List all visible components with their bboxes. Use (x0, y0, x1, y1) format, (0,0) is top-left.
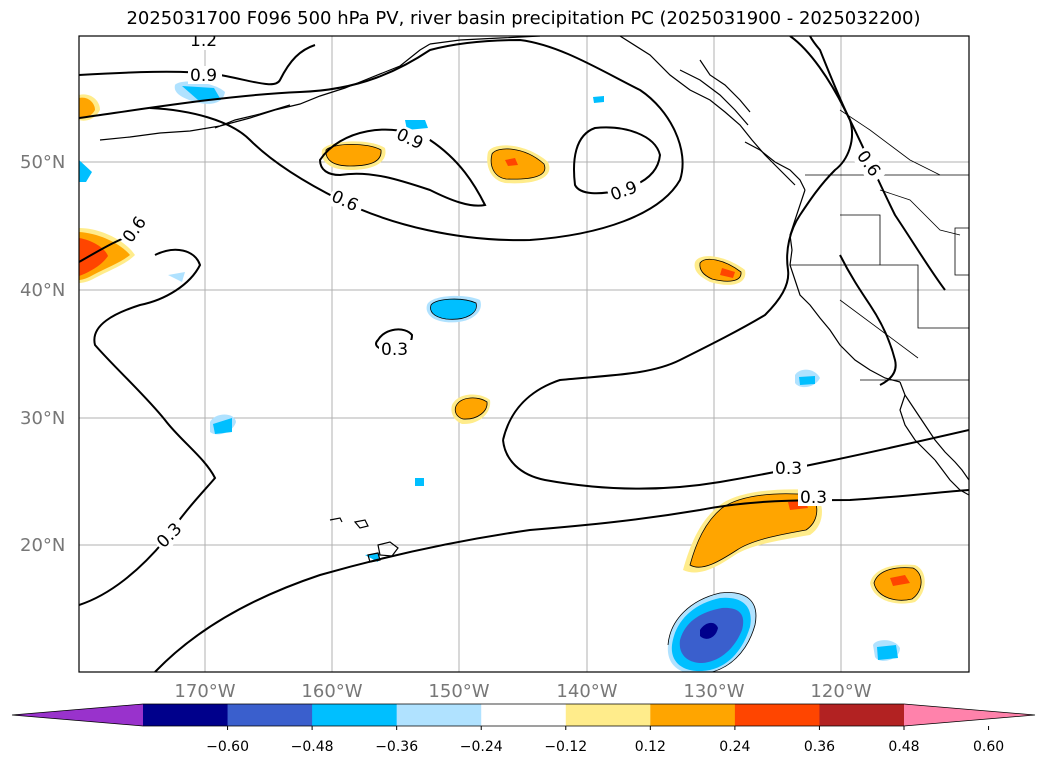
colorbar-tick-label: −0.48 (291, 739, 334, 755)
colorbar-segment (227, 704, 313, 726)
blob-outlines (325, 143, 922, 672)
colorbar-tick-label: −0.12 (544, 739, 587, 755)
lon-label-160w: 160°W (301, 681, 362, 702)
lon-label-140w: 140°W (556, 681, 617, 702)
colorbar-tick-label: 0.36 (804, 739, 835, 755)
latitude-labels: 50°N 40°N 30°N 20°N (20, 152, 65, 556)
lat-label-30n: 30°N (20, 408, 65, 429)
positive-anomaly-blob (491, 148, 545, 180)
contour-label-0-3c: 0.3 (775, 459, 802, 479)
negative-anomaly-blob (415, 478, 424, 486)
negative-anomaly-blob (430, 299, 477, 320)
colorbar-segment (481, 704, 567, 726)
colorbar-segment (650, 704, 736, 726)
longitude-labels: 170°W 160°W 150°W 140°W 130°W 120°W (174, 681, 871, 702)
positive-anomaly-blob (690, 493, 817, 568)
colorbar-tick-label: 0.48 (888, 739, 919, 755)
colorbar-tick-label: 0.24 (719, 739, 750, 755)
colorbar-extend-high (904, 704, 1035, 726)
strong-positive-blob (79, 238, 108, 276)
very-strong-negative-blob (700, 622, 718, 639)
positive-anomaly-blob (455, 397, 488, 420)
strong-positive-blob (505, 158, 518, 166)
lon-label-120w: 120°W (810, 681, 871, 702)
lat-label-40n: 40°N (20, 280, 65, 301)
positive-anomaly-blob (79, 97, 95, 118)
colorbar-segment (565, 704, 651, 726)
negative-anomaly-blob (182, 86, 221, 100)
negative-anomaly-blob (405, 120, 428, 130)
lon-label-130w: 130°W (683, 681, 744, 702)
colorbar-segment (819, 704, 905, 726)
map-title: 2025031700 F096 500 hPa PV, river basin … (126, 8, 921, 29)
strong-positive-blob (890, 575, 910, 586)
lat-label-50n: 50°N (20, 152, 65, 173)
plot-area (79, 36, 969, 672)
political-borders (790, 109, 969, 381)
negative-anomaly-blob (877, 645, 898, 660)
colorbar-segment (734, 704, 820, 726)
negative-anomaly-blob (79, 160, 92, 182)
lon-label-170w: 170°W (174, 681, 235, 702)
negative-anomaly-blob (168, 272, 185, 282)
colorbar-tick-label: −0.24 (460, 739, 503, 755)
contour-label-1-2: 1.2 (190, 31, 217, 51)
precip-blobs (79, 81, 925, 672)
colorbar-tick-label: 0.60 (973, 739, 1004, 755)
contour-label-0-3a: 0.3 (381, 340, 408, 360)
positive-anomaly-blob (325, 144, 382, 166)
colorbar-tick-label: −0.36 (375, 739, 418, 755)
colorbar-segment (143, 704, 229, 726)
colorbar: −0.60 −0.48 −0.36 −0.24 −0.12 0.12 0.24 0.36 0.4… (11, 703, 1036, 755)
negative-anomaly-blob (593, 96, 604, 103)
strong-positive-blob (720, 268, 735, 278)
colorbar-outline (11, 703, 1036, 727)
contour-label-0-9a: 0.9 (190, 66, 217, 86)
negative-anomaly-blob (799, 376, 815, 385)
plot-frame (78, 35, 970, 673)
negative-anomaly-blob (213, 418, 232, 434)
colorbar-segment (396, 704, 482, 726)
colorbar-tick-label: 0.12 (635, 739, 666, 755)
lat-label-20n: 20°N (20, 535, 65, 556)
contour-label-0-3d: 0.3 (800, 488, 827, 508)
colorbar-segment (312, 704, 398, 726)
colorbar-extend-low (12, 704, 143, 726)
colorbar-tick-label: −0.60 (206, 739, 249, 755)
lon-label-150w: 150°W (428, 681, 489, 702)
